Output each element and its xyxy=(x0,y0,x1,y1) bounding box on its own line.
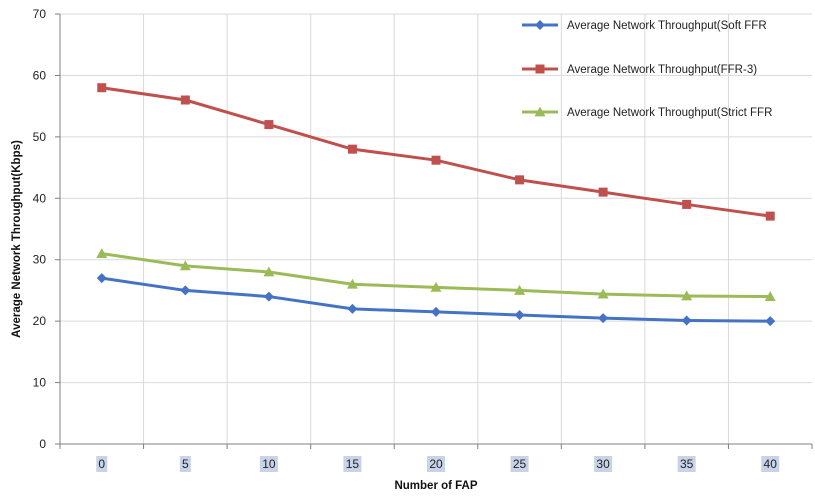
data-point xyxy=(96,273,107,284)
x-tick-label: 25 xyxy=(513,457,527,471)
x-tick-label-highlight xyxy=(761,456,780,472)
data-point xyxy=(514,310,525,320)
legend-marker xyxy=(534,106,546,117)
data-point xyxy=(682,199,692,209)
series-2 xyxy=(97,83,775,221)
data-point xyxy=(515,175,525,185)
legend-marker xyxy=(535,64,545,74)
x-tick-label-highlight xyxy=(510,456,529,472)
data-point xyxy=(180,95,190,105)
y-tick-label: 0 xyxy=(39,437,46,451)
data-point xyxy=(179,260,191,271)
data-point xyxy=(97,83,107,93)
data-point xyxy=(346,278,358,289)
data-point xyxy=(597,288,609,299)
y-tick-label: 20 xyxy=(33,314,47,328)
x-tick-label-highlight xyxy=(96,456,108,472)
data-point xyxy=(514,284,526,295)
x-tick-label: 35 xyxy=(680,457,694,471)
x-tick-label: 10 xyxy=(262,457,276,471)
data-point xyxy=(598,313,609,324)
data-point xyxy=(180,285,191,296)
data-point xyxy=(431,155,441,165)
legend: Average Network Throughput(Soft FFR Avera… xyxy=(522,20,772,119)
grid-layer xyxy=(60,13,812,444)
data-point xyxy=(430,281,442,292)
y-tick-label: 50 xyxy=(33,130,47,144)
x-tick-label-highlight xyxy=(343,456,362,472)
x-tick-label-highlight xyxy=(677,456,696,472)
data-point xyxy=(347,303,358,314)
x-tick-label: 20 xyxy=(429,457,443,471)
data-point xyxy=(681,290,693,301)
legend-label: Average Network Throughput(Strict FFR xyxy=(567,107,772,119)
data-point xyxy=(598,187,608,197)
x-axis-title: Number of FAP xyxy=(394,480,477,492)
legend-item-3: Average Network Throughput(Strict FFR xyxy=(522,106,772,119)
data-point xyxy=(263,266,275,277)
x-tick-label: 40 xyxy=(764,457,778,471)
x-tick-label-highlight xyxy=(259,456,278,472)
x-tick-label-highlight xyxy=(427,456,445,472)
data-point xyxy=(96,248,108,258)
legend-label: Average Network Throughput(FFR-3) xyxy=(567,64,757,76)
data-point xyxy=(765,211,775,221)
x-tick-label: 0 xyxy=(98,457,105,471)
data-point xyxy=(681,315,692,326)
series-layer xyxy=(96,83,776,327)
data-point xyxy=(431,306,441,317)
data-point xyxy=(765,316,776,327)
y-tick-label: 10 xyxy=(33,376,47,390)
y-tick-label: 70 xyxy=(33,7,47,21)
data-point xyxy=(263,291,274,302)
x-tick-label: 15 xyxy=(346,457,360,471)
y-tick-label: 40 xyxy=(33,191,47,205)
y-tick-label: 60 xyxy=(33,68,47,82)
legend-label: Average Network Throughput(Soft FFR xyxy=(567,20,767,32)
x-tick-label-highlight xyxy=(594,456,613,472)
series-3 xyxy=(96,248,776,301)
y-tick-label: 30 xyxy=(33,253,47,267)
legend-item-1: Average Network Throughput(Soft FFR xyxy=(522,20,767,32)
x-tick-label: 30 xyxy=(596,457,610,471)
series-1 xyxy=(96,273,776,327)
x-tick-label: 5 xyxy=(182,457,189,471)
data-point xyxy=(347,144,357,154)
axis-layer: 0 10 20 30 40 50 60 70 0 5 10 15 20 25 30 35 40 xyxy=(33,7,813,472)
y-axis-title: Average Network Throughput(Kbps) xyxy=(11,140,23,338)
legend-marker xyxy=(535,20,545,30)
data-point xyxy=(764,291,776,301)
x-tick-label-highlight xyxy=(179,456,191,472)
legend-item-2: Average Network Throughput(FFR-3) xyxy=(522,64,757,76)
data-point xyxy=(264,120,274,130)
